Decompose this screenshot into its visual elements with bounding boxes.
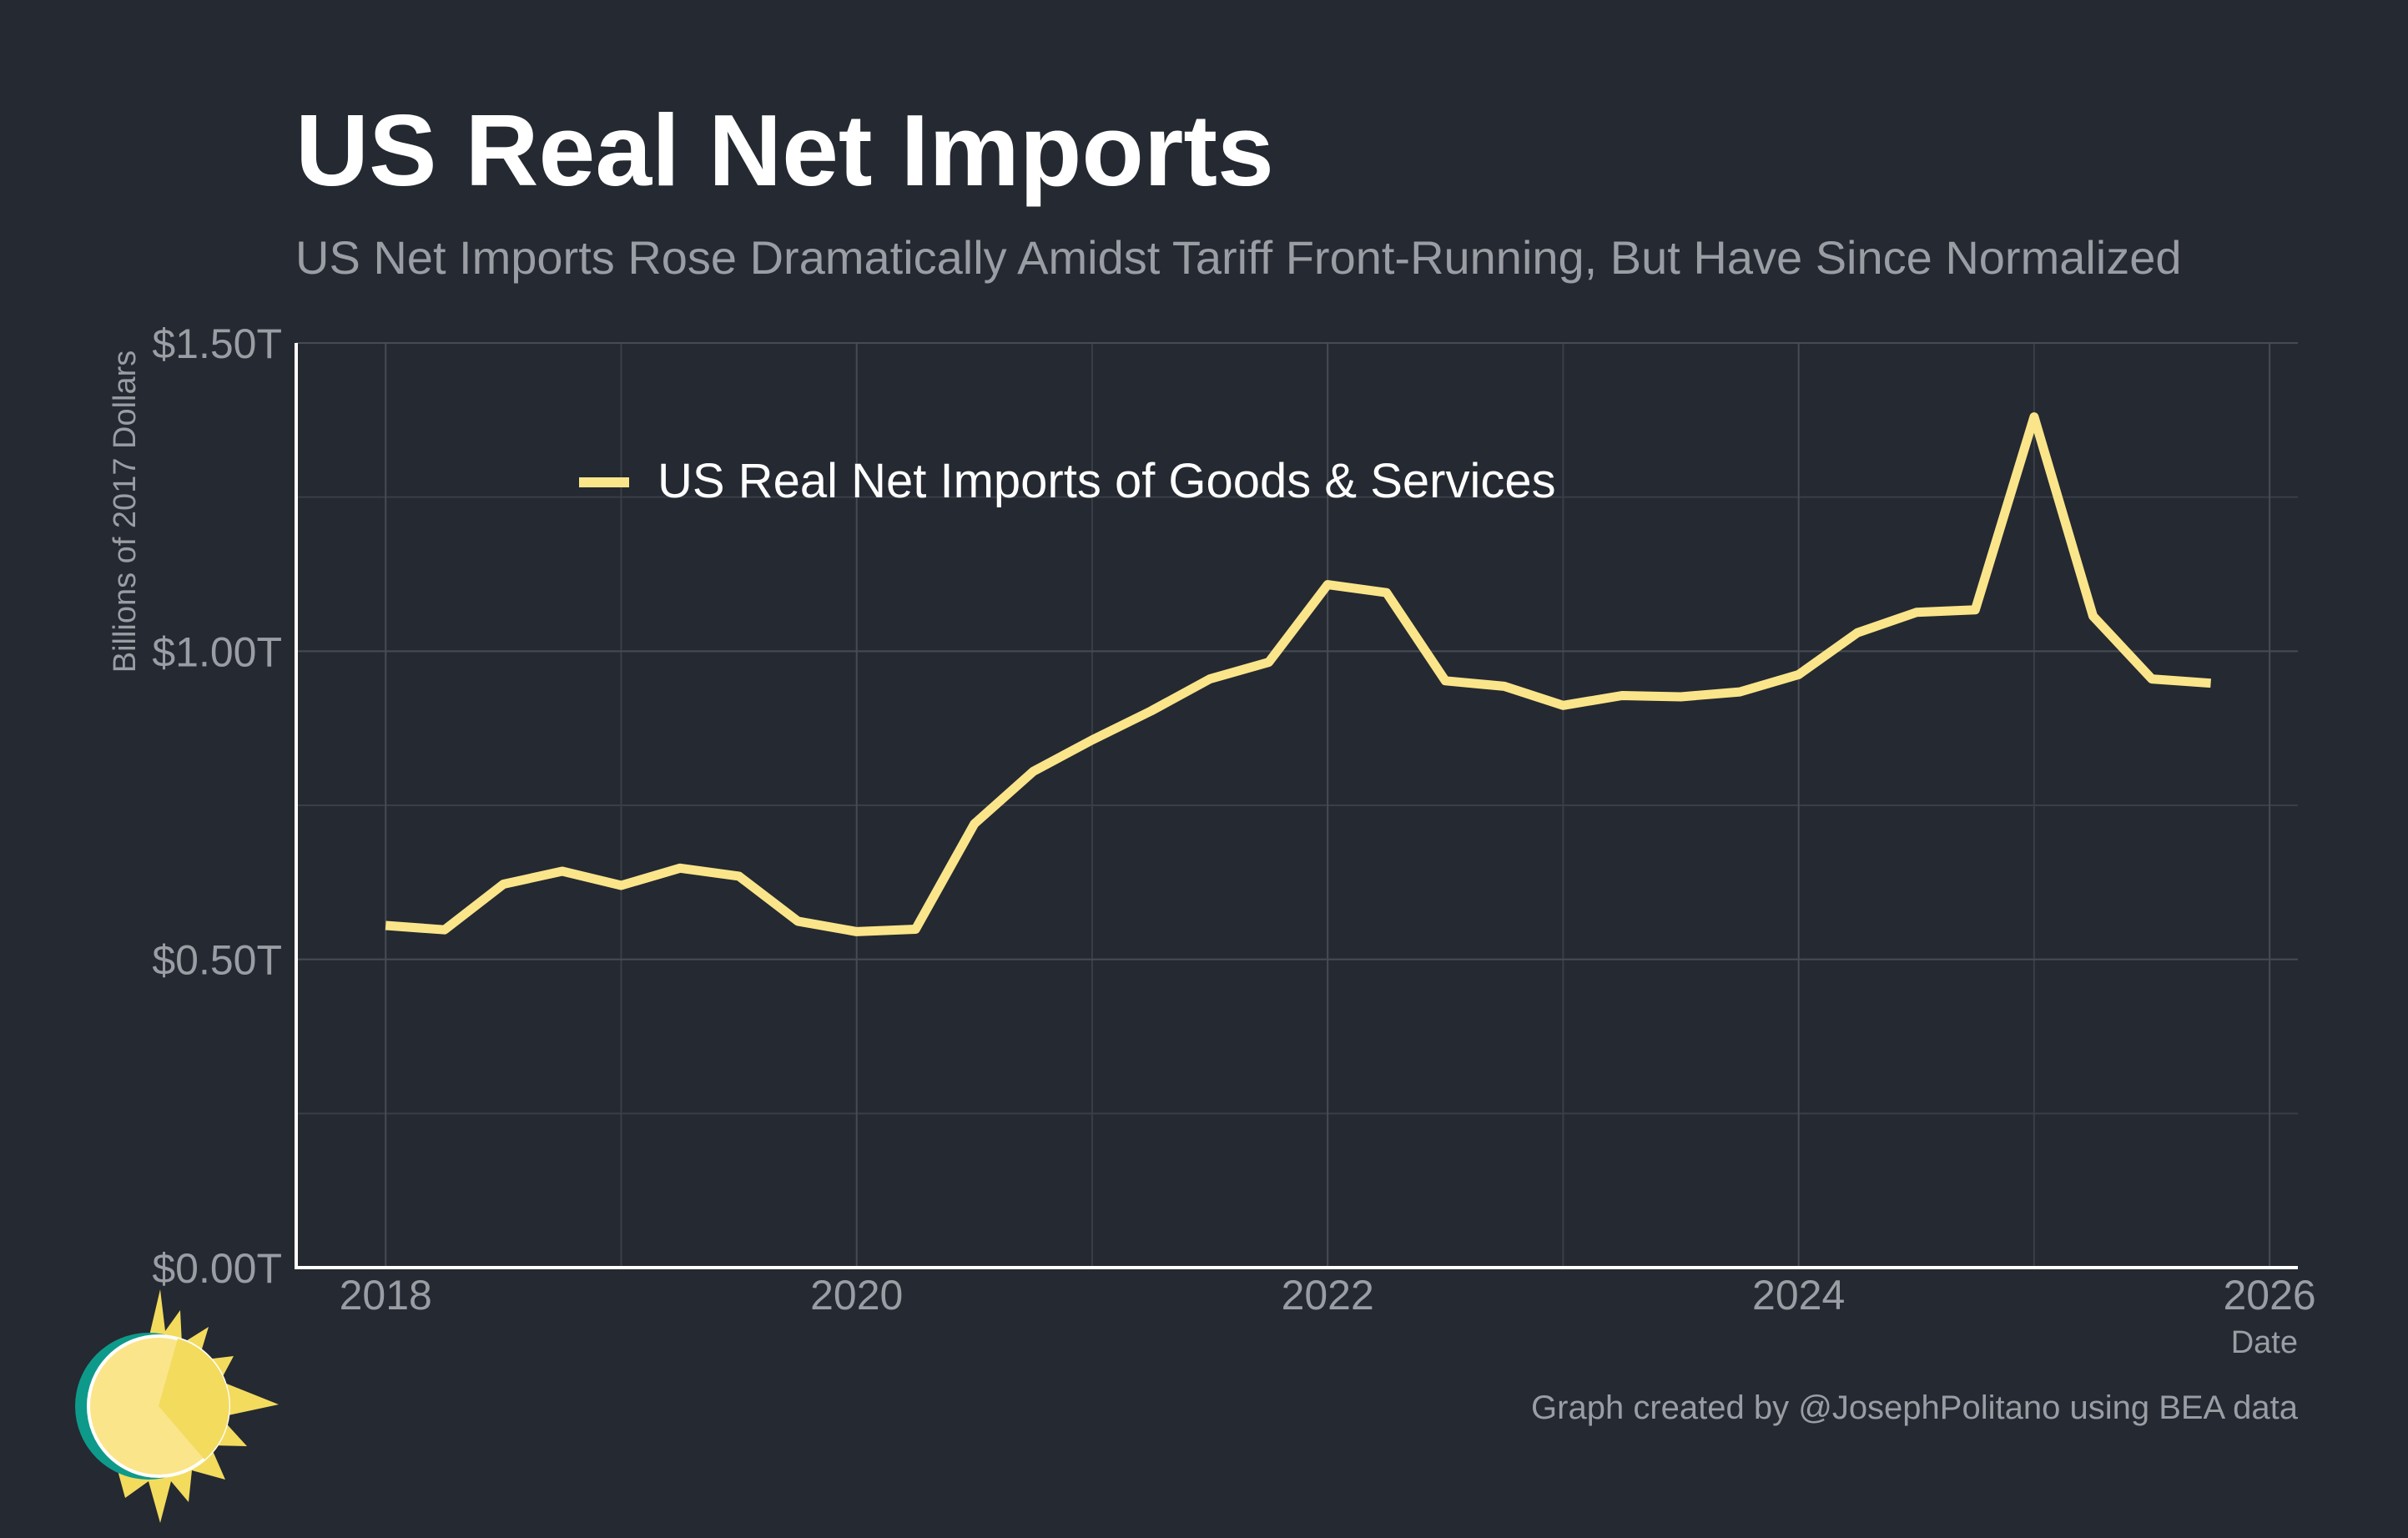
caption: Graph created by @JosephPolitano using B… xyxy=(1531,1389,2299,1426)
chart-subtitle: US Net Imports Rose Dramatically Amidst … xyxy=(295,231,2182,284)
series-group xyxy=(385,412,2211,936)
x-tick-label: 2018 xyxy=(340,1272,432,1319)
sun-logo xyxy=(75,1289,279,1523)
x-tick-labels: 2018 2020 2022 2024 2026 xyxy=(340,1272,2316,1319)
y-axis-label: Billions of 2017 Dollars xyxy=(108,350,143,673)
legend: US Real Net Imports of Goods & Services xyxy=(579,454,1556,508)
x-tick-label: 2026 xyxy=(2224,1272,2316,1319)
x-tick-label: 2022 xyxy=(1282,1272,1374,1319)
x-tick-label: 2024 xyxy=(1752,1272,1845,1319)
legend-label: US Real Net Imports of Goods & Services xyxy=(657,454,1556,508)
chart-title: US Real Net Imports xyxy=(295,93,1274,207)
y-tick-labels: $0.00T $0.50T $1.00T $1.50T xyxy=(152,320,282,1292)
y-tick-label: $1.50T xyxy=(152,320,282,367)
series-line xyxy=(385,412,2211,936)
y-tick-label: $0.50T xyxy=(152,937,282,984)
y-tick-label: $1.00T xyxy=(152,628,282,675)
x-tick-label: 2020 xyxy=(810,1272,903,1319)
x-axis-label: Date xyxy=(2231,1325,2298,1360)
y-tick-label: $0.00T xyxy=(152,1245,282,1292)
sun-shade xyxy=(159,1339,229,1460)
